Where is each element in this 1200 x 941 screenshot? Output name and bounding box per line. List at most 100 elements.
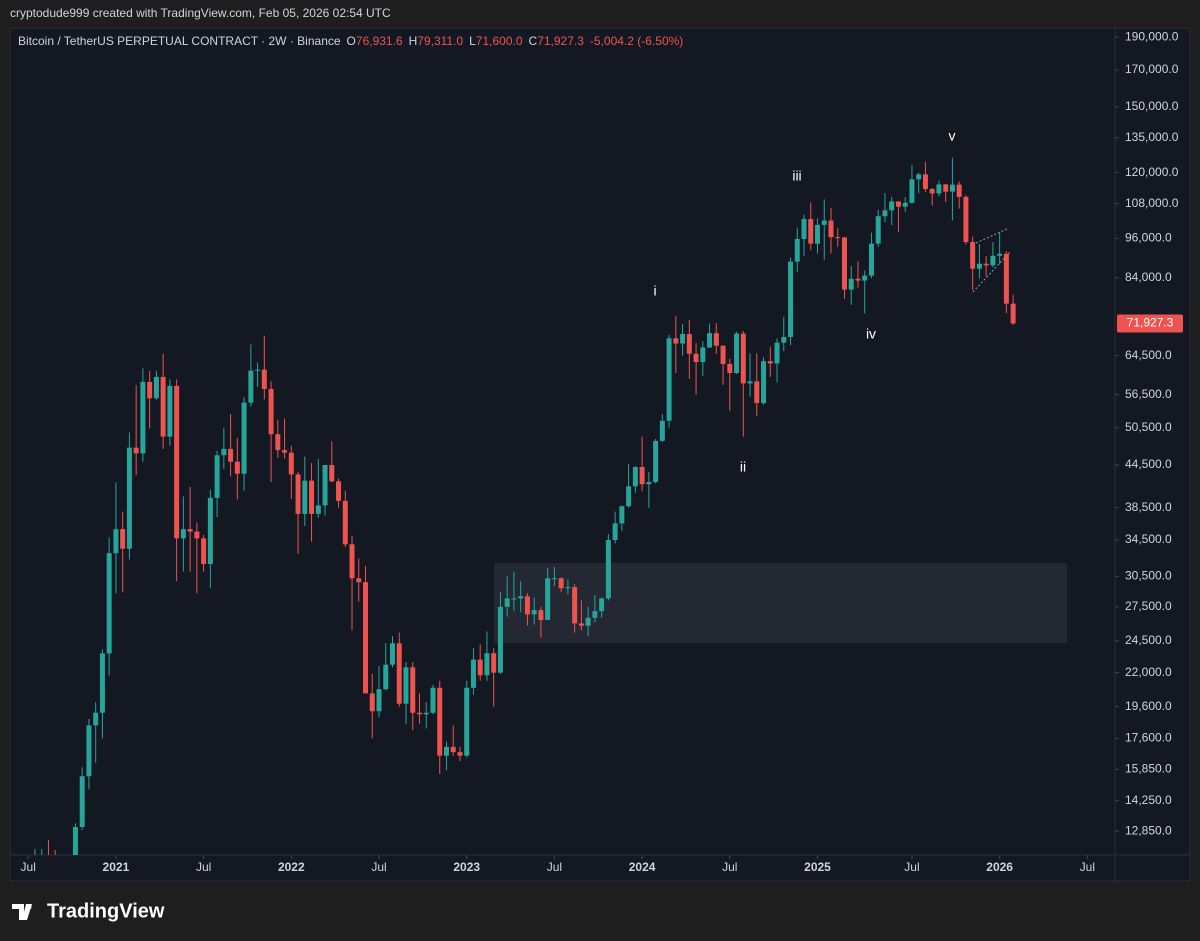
candle-body xyxy=(815,224,820,244)
y-tick-label: 15,850.0 xyxy=(1125,761,1172,775)
x-tick-label: Jul xyxy=(196,860,211,874)
candle-body xyxy=(511,598,517,600)
legend-key: H xyxy=(409,34,418,48)
x-tick-label: Jul xyxy=(21,860,36,874)
x-tick-label: 2024 xyxy=(629,860,656,874)
legend-key: O xyxy=(347,34,356,48)
y-tick-label: 34,500.0 xyxy=(1125,532,1172,546)
y-tick-label: 170,000.0 xyxy=(1125,62,1179,76)
candle-body xyxy=(187,529,193,532)
candle-body xyxy=(86,725,92,777)
candle-body xyxy=(464,687,470,756)
candle-body xyxy=(147,381,153,399)
candle-body xyxy=(363,582,369,694)
candle-body xyxy=(605,540,611,599)
candle-body xyxy=(713,333,719,346)
candle-body xyxy=(443,746,449,756)
price-tag-label: 71,927.3 xyxy=(1127,316,1174,330)
trend-line xyxy=(972,251,1011,293)
candle-body xyxy=(774,342,780,364)
candle-body xyxy=(686,334,692,354)
candle-body xyxy=(255,369,261,371)
candle-body xyxy=(99,653,105,713)
candle-body xyxy=(592,611,598,618)
candle-body xyxy=(956,184,962,197)
candle-body xyxy=(895,201,901,207)
x-tick-label: 2023 xyxy=(453,860,480,874)
candle-body xyxy=(922,174,928,190)
candle-body xyxy=(882,210,888,217)
plot-area xyxy=(34,157,1016,855)
candle-body xyxy=(828,220,834,238)
y-tick-label: 19,600.0 xyxy=(1125,699,1172,713)
y-tick-label: 50,500.0 xyxy=(1125,420,1172,434)
candle-body xyxy=(572,587,578,624)
candle-body xyxy=(929,189,935,194)
candle-body xyxy=(275,434,281,451)
candle-body xyxy=(194,531,200,539)
candle-body xyxy=(707,333,713,348)
candle-body xyxy=(659,420,665,441)
trend-line xyxy=(975,228,1008,244)
candle-body xyxy=(221,448,227,456)
legend-key: C xyxy=(529,34,538,48)
legend-value: 71,927.3 xyxy=(537,34,584,48)
candle-body xyxy=(545,578,551,621)
candle-body xyxy=(734,333,740,374)
watermark: TradingView xyxy=(47,900,165,922)
candle-body xyxy=(79,776,85,828)
candle-body xyxy=(680,334,686,344)
y-tick-label: 17,600.0 xyxy=(1125,731,1172,745)
y-tick-label: 24,500.0 xyxy=(1125,633,1172,647)
candle-body xyxy=(390,643,395,665)
candle-body xyxy=(808,219,814,244)
candle-body xyxy=(524,596,530,615)
candle-body xyxy=(801,219,807,239)
candle-body xyxy=(619,506,625,524)
symbol-legend: Bitcoin / TetherUS PERPETUAL CONTRACT · … xyxy=(18,34,683,48)
wave-label: i xyxy=(653,283,656,299)
candle-body xyxy=(821,220,827,225)
candle-body xyxy=(309,480,315,514)
candle-body xyxy=(356,578,362,583)
candle-body xyxy=(646,482,652,485)
candle-body xyxy=(504,598,510,607)
y-tick-label: 96,000.0 xyxy=(1125,231,1172,245)
candle-body xyxy=(322,465,328,506)
candle-body xyxy=(282,450,288,453)
candle-body xyxy=(862,275,868,281)
candle-body xyxy=(342,500,348,545)
header: cryptodude999 created with TradingView.c… xyxy=(10,6,391,20)
x-tick-label: Jul xyxy=(547,860,562,874)
candle-body xyxy=(578,623,584,626)
y-tick-label: 44,500.0 xyxy=(1125,457,1172,471)
candle-body xyxy=(761,361,767,404)
y-tick-label: 22,000.0 xyxy=(1125,665,1172,679)
x-tick-label: Jul xyxy=(722,860,737,874)
candle-body xyxy=(72,827,78,855)
candle-body xyxy=(983,263,989,266)
candle-body xyxy=(788,261,794,338)
candle-body xyxy=(949,184,955,192)
candle-body xyxy=(632,466,638,487)
candle-body xyxy=(626,486,632,507)
candle-body xyxy=(963,196,969,243)
candle-body xyxy=(693,353,699,363)
candle-body xyxy=(369,693,375,712)
candle-body xyxy=(754,381,760,404)
x-tick-label: Jul xyxy=(1080,860,1095,874)
candle-body xyxy=(410,667,416,713)
candle-body xyxy=(875,216,881,244)
candle-body xyxy=(599,598,605,612)
candle-body xyxy=(295,474,301,514)
candle-body xyxy=(167,385,173,437)
candle-body xyxy=(653,440,659,483)
x-tick-label: Jul xyxy=(904,860,919,874)
wave-label: iv xyxy=(866,326,876,342)
candle-body xyxy=(437,687,443,756)
candle-body xyxy=(214,455,220,498)
y-tick-label: 190,000.0 xyxy=(1125,29,1179,43)
candle-body xyxy=(936,184,942,194)
legend-value: 71,600.0 xyxy=(476,34,523,48)
candle-body xyxy=(241,402,247,474)
